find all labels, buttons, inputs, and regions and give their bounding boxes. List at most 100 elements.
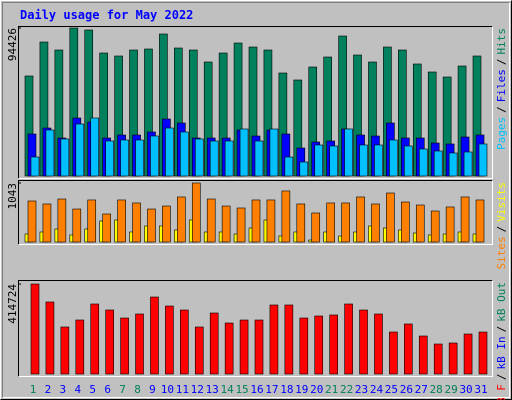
x-tick-label: 19 [295,383,308,396]
bar [90,303,100,375]
bar [356,196,365,243]
x-tick-label: 13 [206,383,219,396]
bar [147,208,156,243]
bar [135,139,144,177]
bar [445,206,455,243]
bar [463,151,473,177]
x-tick-label: 31 [474,383,487,396]
legend-separator: / [495,326,508,333]
bar [209,140,219,177]
x-tick-label: 30 [459,383,472,396]
x-tick-label: 10 [161,383,174,396]
bar [42,203,52,243]
x-tick-label: 11 [176,383,189,396]
legend-entry: Sites [495,236,508,269]
bar [266,199,276,243]
bar [57,198,67,243]
panel-border [18,180,493,245]
bar [463,333,473,375]
bar [281,190,291,243]
bar [254,140,264,177]
bar [177,196,186,243]
bar [180,309,189,375]
x-tick-label: 4 [74,383,81,396]
panel-border [18,180,493,245]
bar [269,128,279,177]
x-tick-label: 24 [370,383,384,396]
bar [120,317,129,375]
bar [194,138,204,177]
bar [269,304,279,375]
bar [254,319,264,375]
x-tick-label: 3 [60,383,67,396]
bar [162,205,171,243]
bar [224,140,234,177]
y-tick-label: 1043 [6,183,19,210]
bar [102,213,111,243]
bar [251,199,261,243]
x-tick-label: 15 [235,383,248,396]
bar [478,143,488,177]
bar [60,326,70,375]
x-tick-label: 8 [134,383,141,396]
bar [239,128,249,177]
bar [404,145,413,177]
bar [460,196,470,243]
bar [296,203,306,243]
bar [374,313,383,375]
legend-entry: Visits [495,182,508,222]
bar [448,152,458,177]
bar [27,200,37,243]
x-tick-label: 16 [250,383,263,396]
bar [299,317,309,375]
bar [75,319,85,375]
legend-entry: kB F [495,384,508,400]
x-tick-label: 2 [45,383,52,396]
chart-title: Daily usage for May 2022 [20,8,193,22]
panel-border [18,280,493,377]
x-tick-label: 27 [415,383,428,396]
bar [236,207,246,243]
bar [105,309,114,375]
x-tick-label: 9 [149,383,156,396]
bar [239,319,249,375]
panel-border [18,280,493,377]
bar [430,210,440,243]
x-tick-label: 5 [89,383,96,396]
legend-entry: kB In [495,336,508,369]
bar [209,312,219,375]
bar [45,129,55,177]
legend: Pages / Files / Hits [495,28,508,150]
bar [329,314,338,375]
legend: Sites / Visits [495,182,508,270]
bar [60,138,70,177]
x-tick-label: 20 [310,383,323,396]
bar [344,303,353,375]
y-tick-label: 414724 [6,284,19,324]
legend-separator: / [495,106,508,113]
bar [191,182,201,243]
x-tick-label: 18 [280,383,293,396]
bar [150,296,159,375]
bar [150,135,159,177]
bar [386,192,395,243]
bar [30,156,40,177]
x-tick-label: 7 [119,383,126,396]
legend-separator: / [495,226,508,233]
legend-entry: Hits [495,28,508,55]
bar [87,199,97,243]
x-tick-label: 23 [355,383,368,396]
bar [90,117,100,177]
x-tick-label: 29 [445,383,458,396]
bar [404,323,413,375]
bar [284,156,294,177]
x-tick-label: 1 [30,383,37,396]
bar [194,326,204,375]
x-tick-label: 12 [191,383,204,396]
bar [448,342,458,375]
bar [418,148,428,177]
x-tick-label: 26 [400,383,413,396]
